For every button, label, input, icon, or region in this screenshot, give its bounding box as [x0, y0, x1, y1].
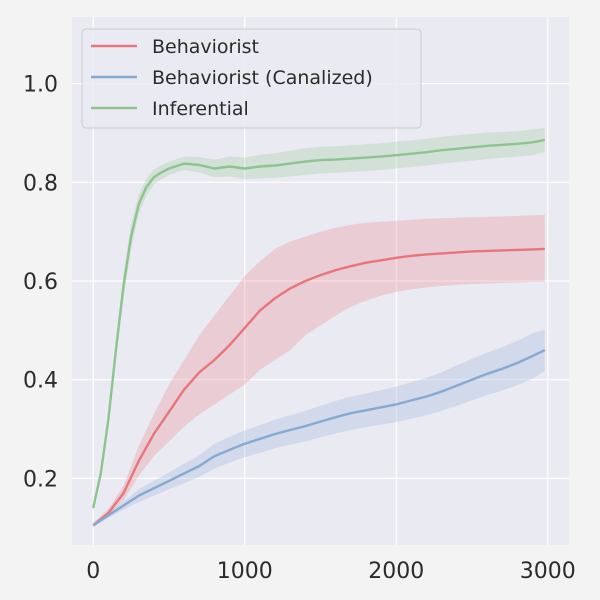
band-behaviorist	[93, 214, 545, 528]
series-line-inferential	[92, 138, 546, 509]
x-tick-label: 2000	[368, 559, 424, 584]
x-tick-label: 3000	[520, 559, 576, 584]
band-behaviorist-canalized	[93, 329, 545, 527]
legend-label-behaviorist-canalized: Behaviorist (Canalized)	[152, 67, 373, 89]
y-tick-label: 1.0	[23, 73, 58, 98]
series-line-behaviorist-canalized	[92, 349, 546, 527]
y-tick-labels: 0.2 0.4 0.6 0.8 1.0	[23, 73, 58, 493]
y-tick-label: 0.2	[23, 467, 58, 492]
series-lines	[92, 138, 546, 527]
legend: Behaviorist Behaviorist (Canalized) Infe…	[81, 28, 422, 129]
legend-box	[81, 28, 422, 129]
x-tick-label: 0	[86, 559, 100, 584]
legend-label-behaviorist: Behaviorist	[152, 36, 259, 58]
x-tick-label: 1000	[217, 559, 273, 584]
y-tick-label: 0.4	[23, 369, 58, 394]
x-tick-labels: 0 1000 2000 3000	[86, 559, 576, 584]
y-tick-label: 0.8	[23, 171, 58, 196]
confidence-bands	[93, 128, 545, 528]
legend-label-inferential: Inferential	[152, 98, 249, 120]
y-tick-label: 0.6	[23, 270, 58, 295]
series-line-behaviorist	[92, 247, 545, 527]
